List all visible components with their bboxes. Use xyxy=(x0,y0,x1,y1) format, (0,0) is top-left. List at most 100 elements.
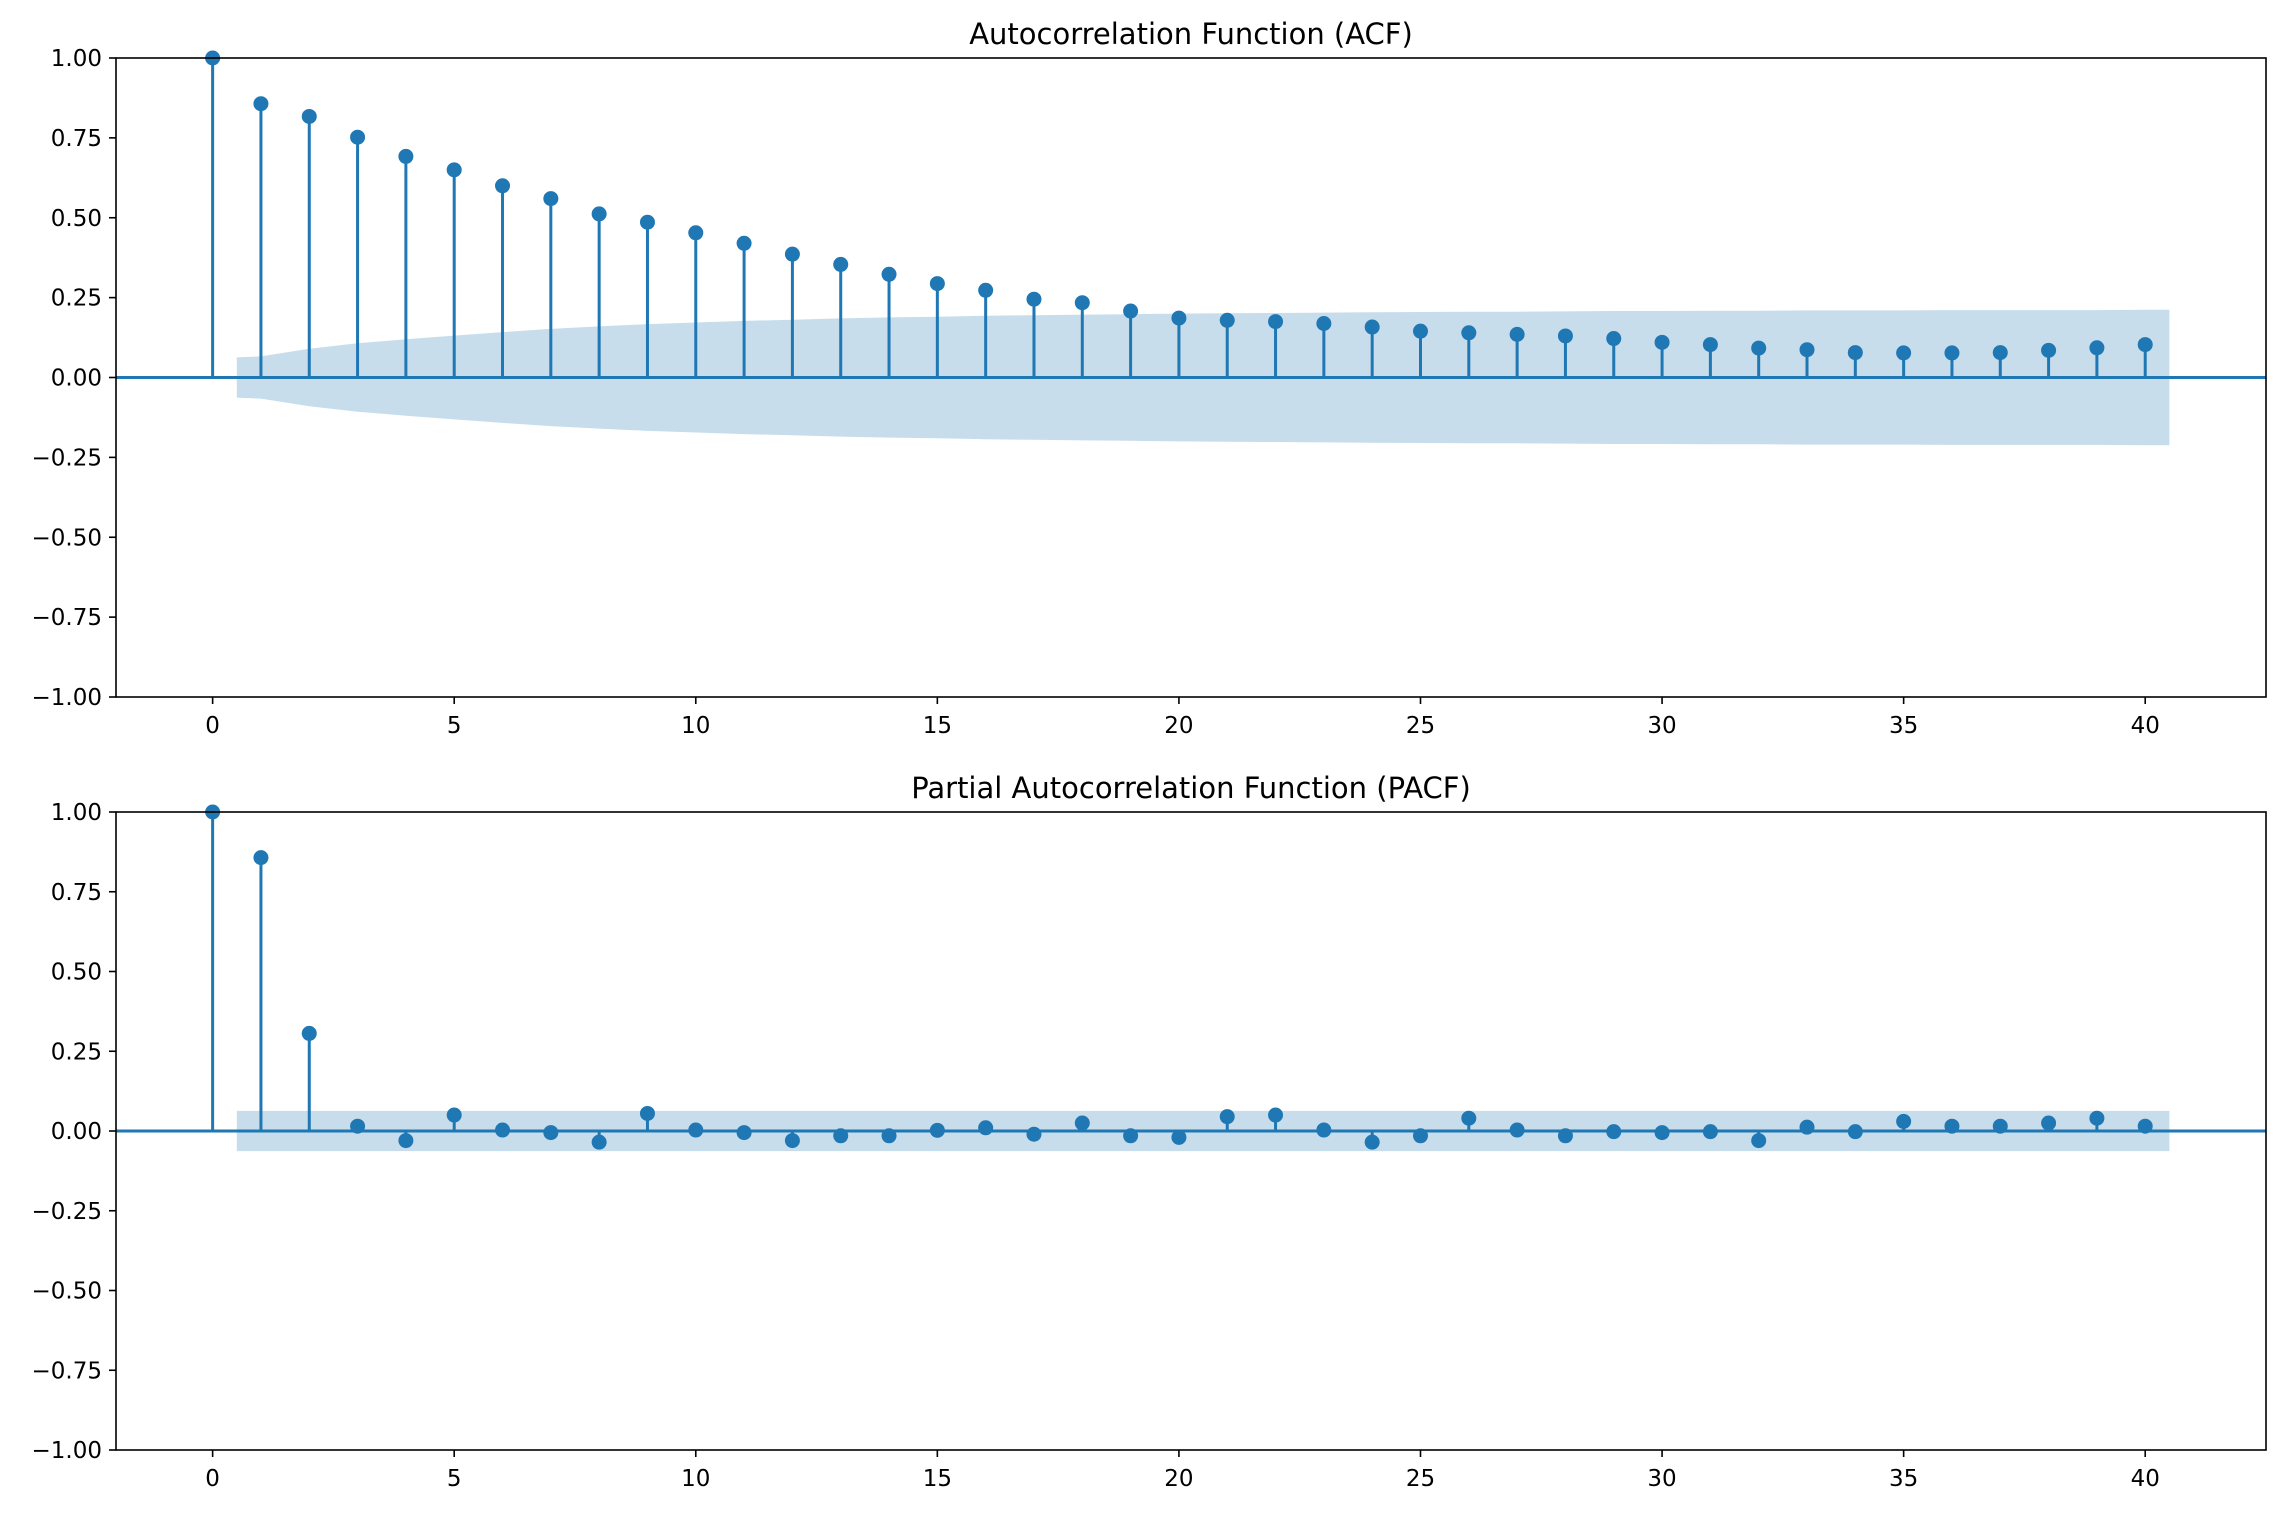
pacf-lag-14 xyxy=(881,1128,897,1144)
acf-marker xyxy=(446,162,462,178)
pacf-lag-34 xyxy=(1847,1124,1863,1140)
acf-ytick-label: 0.00 xyxy=(51,366,102,392)
pacf-marker xyxy=(1412,1128,1428,1144)
pacf-marker xyxy=(1268,1107,1284,1123)
acf-lag-19 xyxy=(1123,303,1139,378)
acf-lag-6 xyxy=(495,178,511,378)
acf-xtick-label: 0 xyxy=(205,713,220,739)
acf-marker xyxy=(2041,342,2057,358)
pacf-lag-26 xyxy=(1461,1110,1477,1131)
pacf-lag-32 xyxy=(1751,1131,1767,1149)
acf-marker xyxy=(1026,291,1042,307)
acf-lag-14 xyxy=(881,266,897,378)
pacf-marker xyxy=(350,1118,366,1134)
pacf-lag-28 xyxy=(1557,1128,1573,1144)
acf-lag-11 xyxy=(736,235,752,378)
acf-marker xyxy=(1751,340,1767,356)
acf-marker xyxy=(1702,337,1718,353)
acf-lag-36 xyxy=(1944,345,1960,378)
pacf-ytick-label: −0.50 xyxy=(32,1279,102,1305)
pacf-marker xyxy=(301,1025,317,1041)
acf-lag-30 xyxy=(1654,334,1670,378)
pacf-lag-21 xyxy=(1219,1109,1235,1131)
pacf-lag-0 xyxy=(205,804,221,1131)
pacf-lag-4 xyxy=(398,1131,414,1149)
acf-marker xyxy=(1219,312,1235,328)
pacf-marker xyxy=(1654,1125,1670,1141)
pacf-axes: −1.00 −0.75 −0.50 −0.25 0.00 0.25 0.50 0.75 1.00… xyxy=(32,800,2267,1492)
pacf-lag-12 xyxy=(784,1131,800,1149)
pacf-stems xyxy=(205,804,2153,1150)
acf-ytick-label: −0.50 xyxy=(32,525,102,551)
pacf-lag-16 xyxy=(978,1120,994,1136)
pacf-lag-7 xyxy=(543,1125,559,1141)
acf-lag-2 xyxy=(301,108,317,378)
acf-lag-29 xyxy=(1606,331,1622,378)
acf-marker xyxy=(784,246,800,262)
pacf-xtick-label: 5 xyxy=(447,1466,462,1492)
acf-lag-13 xyxy=(833,256,849,378)
acf-marker xyxy=(1509,326,1525,342)
pacf-xtick-label: 0 xyxy=(205,1466,220,1492)
pacf-lag-29 xyxy=(1606,1124,1622,1140)
pacf-ytick-label: 0.75 xyxy=(51,880,102,906)
pacf-marker xyxy=(1992,1118,2008,1134)
acf-marker xyxy=(591,206,607,222)
pacf-marker xyxy=(2041,1115,2057,1131)
pacf-marker xyxy=(543,1125,559,1141)
acf-marker xyxy=(350,129,366,145)
acf-xtick-label: 35 xyxy=(1889,713,1918,739)
acf-marker xyxy=(1268,314,1284,330)
pacf-marker xyxy=(1896,1113,1912,1129)
pacf-lag-37 xyxy=(1992,1118,2008,1134)
acf-marker xyxy=(1799,342,1815,358)
acf-marker xyxy=(2089,340,2105,356)
acf-xtick-label: 10 xyxy=(681,713,710,739)
pacf-panel: Partial Autocorrelation Function (PACF) … xyxy=(32,771,2267,1492)
acf-marker xyxy=(1847,345,1863,361)
acf-marker xyxy=(1944,345,1960,361)
pacf-marker xyxy=(1316,1122,1332,1138)
acf-lag-24 xyxy=(1364,319,1380,378)
acf-ytick-label: −1.00 xyxy=(32,685,102,711)
acf-lag-8 xyxy=(591,206,607,378)
pacf-ytick-label: 1.00 xyxy=(51,800,102,826)
acf-lag-33 xyxy=(1799,342,1815,378)
pacf-marker xyxy=(253,850,269,866)
pacf-marker xyxy=(784,1133,800,1149)
acf-xtick-label: 15 xyxy=(923,713,952,739)
acf-lag-9 xyxy=(639,214,655,378)
pacf-marker xyxy=(978,1120,994,1136)
acf-marker xyxy=(398,148,414,164)
pacf-lag-8 xyxy=(591,1131,607,1150)
pacf-xtick-label: 40 xyxy=(2131,1466,2160,1492)
pacf-lag-15 xyxy=(929,1122,945,1138)
acf-lag-4 xyxy=(398,148,414,378)
pacf-lag-22 xyxy=(1268,1107,1284,1131)
pacf-lag-38 xyxy=(2041,1115,2057,1131)
acf-marker xyxy=(833,256,849,272)
acf-marker xyxy=(1992,345,2008,361)
acf-marker xyxy=(2137,337,2153,353)
pacf-lag-24 xyxy=(1364,1131,1380,1150)
acf-lag-17 xyxy=(1026,291,1042,378)
acf-lag-25 xyxy=(1412,323,1428,378)
acf-xtick-label: 20 xyxy=(1164,713,1193,739)
acf-lag-40 xyxy=(2137,337,2153,378)
acf-lag-37 xyxy=(1992,345,2008,378)
pacf-marker xyxy=(1461,1110,1477,1126)
pacf-xtick-label: 35 xyxy=(1889,1466,1918,1492)
acf-marker xyxy=(929,276,945,292)
pacf-lag-17 xyxy=(1026,1126,1042,1142)
acf-marker xyxy=(978,282,994,298)
acf-lag-12 xyxy=(784,246,800,378)
pacf-xtick-label: 15 xyxy=(923,1466,952,1492)
acf-lag-1 xyxy=(253,96,269,378)
acf-marker xyxy=(1461,325,1477,341)
pacf-marker xyxy=(1751,1133,1767,1149)
acf-stems xyxy=(205,50,2153,378)
pacf-lag-18 xyxy=(1074,1115,1090,1131)
pacf-lag-10 xyxy=(688,1122,704,1138)
acf-lag-5 xyxy=(446,162,462,378)
acf-marker xyxy=(301,108,317,124)
